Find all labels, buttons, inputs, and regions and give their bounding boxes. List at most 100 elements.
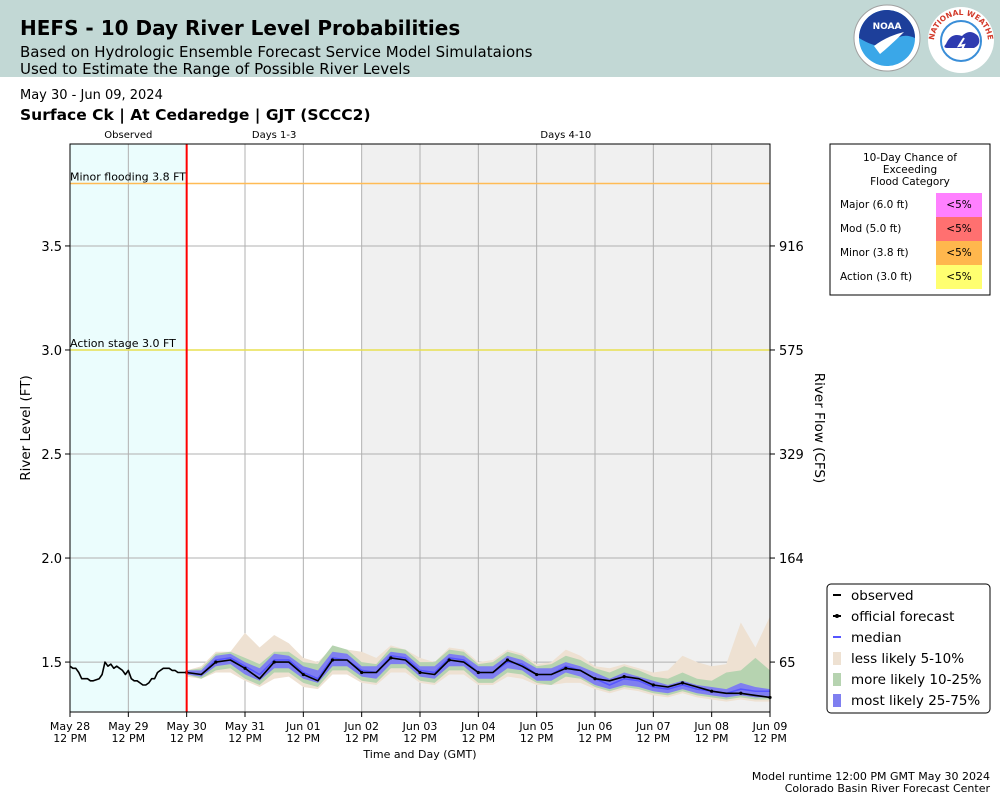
x-tick-label-time: 12 PM: [53, 732, 87, 745]
y2-tick-label: 916: [779, 240, 804, 255]
x-tick-label-date: May 31: [225, 720, 265, 733]
table-row-swatch: [936, 217, 982, 241]
official-forecast-point: [739, 691, 743, 695]
official-forecast-point: [418, 670, 422, 675]
header-banner: HEFS - 10 Day River Level Probabilities …: [0, 0, 1000, 78]
official-forecast-point: [564, 666, 568, 670]
model-runtime: Model runtime 12:00 PM GMT May 30 2024: [751, 770, 990, 783]
official-forecast-point: [710, 689, 714, 693]
y2-tick-label: 575: [779, 344, 804, 359]
legend-label: median: [851, 630, 902, 646]
official-forecast-point: [505, 658, 510, 662]
official-forecast-point: [535, 672, 539, 677]
x-tick-label-date: May 28: [50, 720, 90, 733]
official-forecast-point: [593, 677, 597, 681]
legend-label: observed: [851, 588, 914, 604]
x-tick-label-time: 12 PM: [695, 732, 729, 745]
x-tick-label-date: Jun 07: [635, 720, 671, 733]
y2-tick-label: 65: [779, 656, 796, 671]
flood-label-action: Action stage 3.0 FT: [70, 337, 176, 350]
y-tick-label: 3.0: [41, 344, 62, 359]
noaa-logo: NOAA: [853, 4, 921, 72]
x-tick-label-date: May 29: [108, 720, 148, 733]
x-axis-label: Time and Day (GMT): [362, 748, 476, 761]
table-row-label: Minor (3.8 ft): [840, 247, 909, 259]
y-tick-label: 2.5: [41, 448, 62, 463]
y-tick-label: 2.0: [41, 552, 62, 567]
period-label: Days 4-10: [540, 130, 591, 141]
table-row-value: <5%: [946, 247, 971, 259]
x-tick-label-time: 12 PM: [403, 732, 437, 745]
page-title: HEFS - 10 Day River Level Probabilities: [20, 16, 461, 40]
legend-label: most likely 25-75%: [851, 693, 980, 709]
period-label: Observed: [104, 130, 152, 141]
station-name: Surface Ck | At Cedaredge | GJT (SCCC2): [20, 106, 371, 124]
x-tick-label-date: Jun 04: [460, 720, 496, 733]
x-tick-label-time: 12 PM: [170, 732, 204, 745]
page-subtitle-line1: Based on Hydrologic Ensemble Forecast Se…: [20, 43, 533, 61]
official-forecast-point: [447, 658, 451, 662]
x-tick-label-time: 12 PM: [753, 732, 787, 745]
official-forecast-point: [389, 656, 393, 660]
official-forecast-point: [272, 660, 276, 664]
table-row-value: <5%: [946, 223, 971, 235]
x-tick-label-time: 12 PM: [112, 732, 146, 745]
x-tick-label-time: 12 PM: [462, 732, 496, 745]
table-row-swatch: [936, 241, 982, 265]
x-tick-label-time: 12 PM: [578, 732, 612, 745]
table-title: 10-Day Chance of: [863, 152, 957, 164]
x-tick-label-date: Jun 09: [752, 720, 788, 733]
official-forecast-point: [301, 672, 305, 677]
table-row-value: <5%: [946, 271, 971, 283]
x-tick-label-date: Jun 01: [285, 720, 321, 733]
official-forecast-point: [651, 683, 655, 687]
x-tick-label-time: 12 PM: [287, 732, 321, 745]
table-title: Exceeding: [883, 164, 937, 176]
legend-swatch-b2575: [833, 694, 841, 707]
y2-tick-label: 164: [779, 552, 804, 567]
official-forecast-point: [243, 666, 247, 670]
x-tick-label-time: 12 PM: [637, 732, 671, 745]
y-tick-label: 1.5: [41, 656, 62, 671]
legend-swatch-b1025: [833, 673, 841, 686]
legend-label: less likely 5-10%: [851, 651, 964, 667]
table-title: Flood Category: [870, 176, 950, 188]
y-axis-label: River Level (FT): [18, 375, 34, 481]
table-row-label: Mod (5.0 ft): [840, 223, 901, 235]
page-subtitle-line2: Used to Estimate the Range of Possible R…: [20, 60, 411, 78]
nws-logo: NATIONAL WEATHER SERVICE: [926, 2, 995, 73]
official-forecast-point: [360, 670, 364, 675]
official-forecast-point: [622, 675, 626, 679]
table-row-label: Action (3.0 ft): [840, 271, 912, 283]
legend-label: official forecast: [851, 609, 954, 625]
x-tick-label-time: 12 PM: [345, 732, 379, 745]
observed-line: [69, 661, 187, 686]
y2-axis-label: River Flow (CFS): [811, 373, 827, 483]
legend-box: [826, 583, 991, 714]
legend-swatch-b510: [833, 652, 841, 665]
x-tick-label-date: Jun 02: [343, 720, 379, 733]
legend-label: more likely 10-25%: [851, 672, 982, 688]
forecast-period: May 30 - Jun 09, 2024: [20, 88, 163, 103]
x-tick-label-date: Jun 03: [402, 720, 438, 733]
days-4-10-region-bg: [361, 144, 770, 712]
x-tick-label-date: Jun 08: [693, 720, 729, 733]
band-25-75: [186, 651, 770, 698]
forecast-center: Colorado Basin River Forecast Center: [784, 782, 990, 795]
x-tick-label-time: 12 PM: [520, 732, 554, 745]
x-tick-label-date: Jun 05: [518, 720, 554, 733]
table-row-swatch: [936, 193, 982, 217]
x-tick-label-date: Jun 06: [577, 720, 613, 733]
table-row-swatch: [936, 265, 982, 289]
official-forecast-point: [330, 658, 335, 662]
table-row-value: <5%: [946, 199, 971, 211]
x-tick-label-date: May 30: [167, 720, 207, 733]
y-tick-label: 3.5: [41, 240, 62, 255]
official-forecast-point: [214, 660, 218, 664]
official-forecast-point: [680, 681, 685, 685]
x-tick-label-time: 12 PM: [228, 732, 262, 745]
table-row-label: Major (6.0 ft): [840, 199, 908, 211]
legend-marker-official: [835, 614, 839, 618]
flood-label-minor: Minor flooding 3.8 FT: [70, 171, 186, 184]
